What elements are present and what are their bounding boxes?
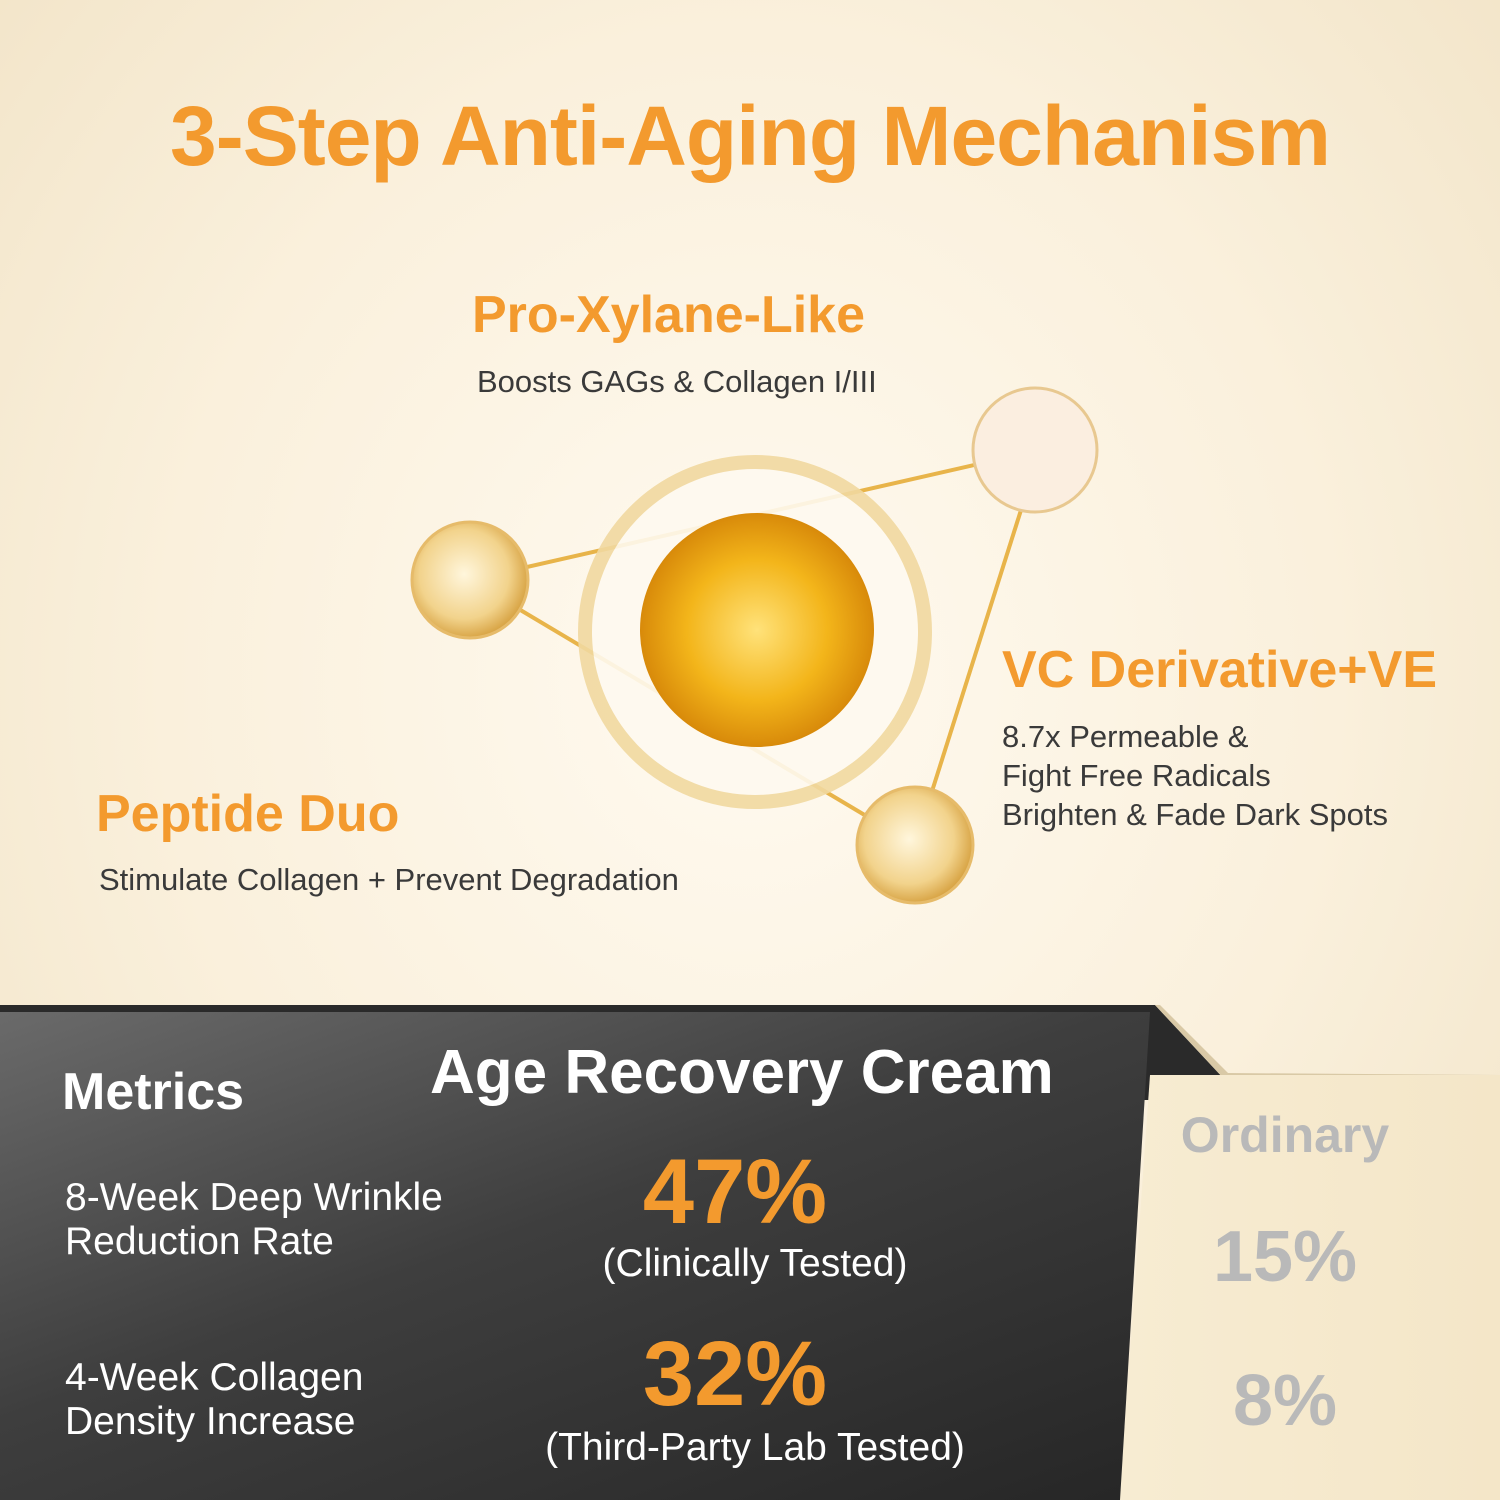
ordinary-value: 8% — [1232, 1361, 1338, 1441]
metric-line: Reduction Rate — [65, 1220, 334, 1263]
metric-line: 8-Week Deep Wrinkle — [65, 1176, 443, 1219]
product-panel — [0, 1012, 1150, 1500]
metric-label: 8-Week Deep Wrinkle Reduction Rate — [65, 1176, 443, 1264]
pro-xylane-bubble — [971, 386, 1099, 514]
desc-line: Fight Free Radicals — [1002, 758, 1271, 793]
product-header: Age Recovery Cream — [430, 1038, 1054, 1107]
ordinary-value: 15% — [1212, 1217, 1358, 1297]
metric-line: Density Increase — [65, 1400, 356, 1443]
desc-line: 8.7x Permeable & — [1002, 719, 1249, 754]
ordinary-panel — [1120, 1075, 1500, 1500]
ingredient-desc: Boosts GAGs & Collagen I/III — [477, 364, 877, 399]
vc-bubble — [855, 785, 975, 905]
ingredient-title: VC Derivative+VE — [1002, 641, 1438, 699]
ingredient-title: Peptide Duo — [96, 785, 400, 843]
product-value: 47% — [642, 1141, 828, 1243]
page-title: 3-Step Anti-Aging Mechanism — [170, 89, 1331, 183]
ordinary-header: Ordinary — [1180, 1107, 1390, 1163]
ingredient-desc: 8.7x Permeable & Fight Free Radicals Bri… — [1002, 717, 1388, 834]
metric-line: 4-Week Collagen — [65, 1356, 364, 1399]
product-note: (Third-Party Lab Tested) — [545, 1426, 965, 1469]
peptide-bubble — [410, 520, 530, 640]
metrics-header: Metrics — [62, 1063, 245, 1121]
desc-line: Brighten & Fade Dark Spots — [1002, 797, 1388, 832]
metric-label: 4-Week Collagen Density Increase — [65, 1356, 363, 1444]
ingredient-desc: Stimulate Collagen + Prevent Degradation — [99, 862, 679, 897]
product-note: (Clinically Tested) — [602, 1242, 908, 1285]
center-orb — [640, 513, 874, 747]
product-value: 32% — [642, 1323, 828, 1425]
molecule-illustration — [410, 386, 1099, 905]
ingredient-title: Pro-Xylane-Like — [472, 286, 866, 344]
